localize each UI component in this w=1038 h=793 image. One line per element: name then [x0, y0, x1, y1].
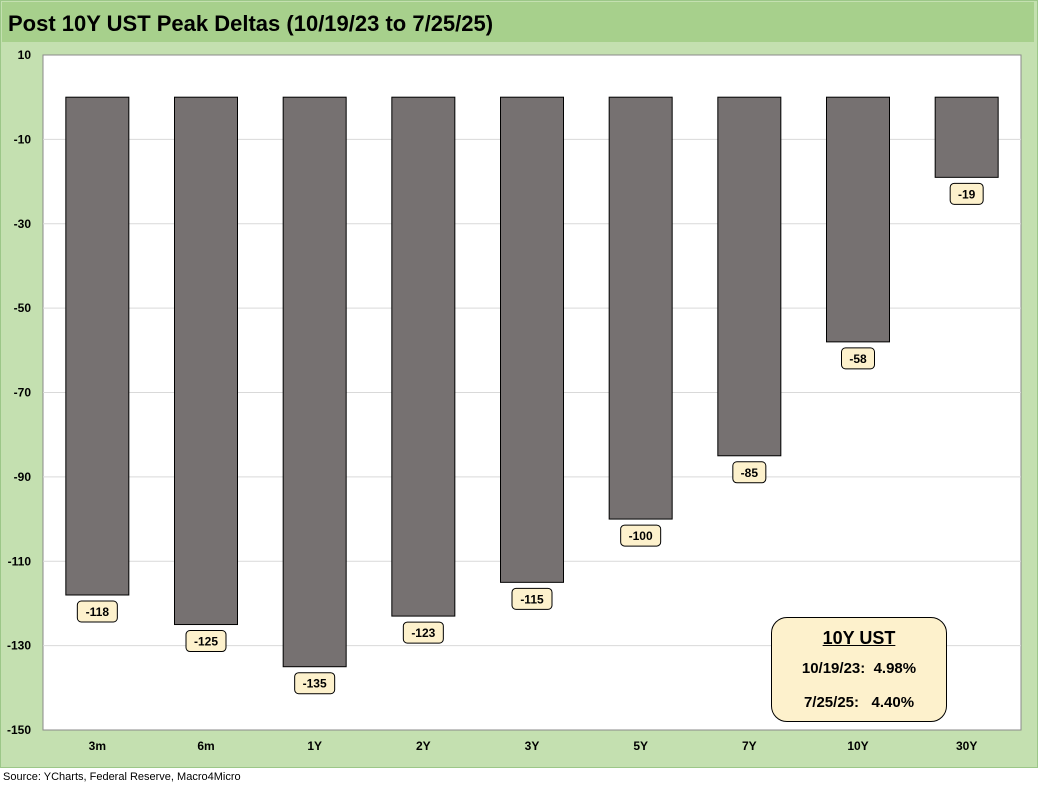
data-label: -135 [303, 677, 327, 691]
y-tick-label: -110 [8, 554, 32, 568]
y-tick-label: -150 [7, 723, 31, 737]
y-tick-label: -70 [14, 386, 32, 400]
x-tick-label: 3Y [525, 739, 540, 753]
data-label-box [294, 672, 336, 695]
x-tick-label: 6m [197, 739, 214, 753]
y-tick-label: -50 [14, 301, 32, 315]
data-label: -85 [741, 466, 759, 480]
bar [282, 96, 347, 668]
annotation-line-end: 7/25/25: 4.40% [803, 694, 915, 711]
annotation-title: 10Y UST [822, 628, 896, 648]
bar [500, 96, 564, 583]
title-bar: Post 10Y UST Peak Deltas (10/19/23 to 7/… [2, 2, 1034, 42]
data-label-box [185, 630, 227, 653]
bar [65, 96, 130, 596]
data-label-box [402, 621, 444, 644]
data-label: -19 [958, 187, 976, 201]
y-tick-label: -30 [14, 217, 32, 231]
x-tick-label: 7Y [742, 739, 757, 753]
annotation-box: 10Y UST 10/19/23: 4.98% 7/25/25: 4.40% [771, 617, 947, 722]
data-label-box [841, 347, 875, 370]
annotation-line-start: 10/19/23: 4.98% [801, 660, 917, 677]
y-tick-label: 10 [18, 48, 32, 62]
y-axis-ticks: 10 -10 -30 -50 -70 -90 -110 -130 -150 [7, 48, 31, 737]
source-note: Source: YCharts, Federal Reserve, Macro4… [3, 771, 241, 783]
x-tick-label: 30Y [956, 739, 977, 753]
data-label: -125 [194, 635, 218, 649]
x-tick-label: 10Y [847, 739, 868, 753]
data-label: -118 [86, 605, 110, 619]
bars [65, 96, 999, 668]
bar [174, 96, 238, 626]
data-label-box [949, 182, 984, 205]
data-label: -123 [411, 626, 435, 640]
x-tick-label: 5Y [633, 739, 648, 753]
bar [717, 96, 782, 457]
data-labels: -118 -125 -135 -123 -115 -100 -85 -58 -19 [76, 182, 984, 695]
data-label: -100 [629, 529, 653, 543]
data-label-box [620, 524, 662, 547]
bar [826, 96, 890, 343]
data-label-box [732, 461, 767, 484]
data-label: -58 [849, 352, 867, 366]
bar [608, 96, 673, 520]
bar [934, 96, 999, 178]
data-label-box [76, 600, 118, 623]
x-tick-label: 1Y [307, 739, 322, 753]
data-label-box [511, 587, 553, 610]
y-tick-label: -90 [14, 470, 32, 484]
x-tick-label: 3m [89, 739, 106, 753]
y-tick-label: -130 [7, 639, 31, 653]
x-axis-ticks: 3m 6m 1Y 2Y 3Y 5Y 7Y 10Y 30Y [89, 739, 978, 753]
bar [391, 96, 456, 617]
x-tick-label: 2Y [416, 739, 431, 753]
data-label: -115 [520, 592, 544, 606]
chart-title: Post 10Y UST Peak Deltas (10/19/23 to 7/… [8, 11, 494, 36]
y-tick-label: -10 [14, 132, 32, 146]
